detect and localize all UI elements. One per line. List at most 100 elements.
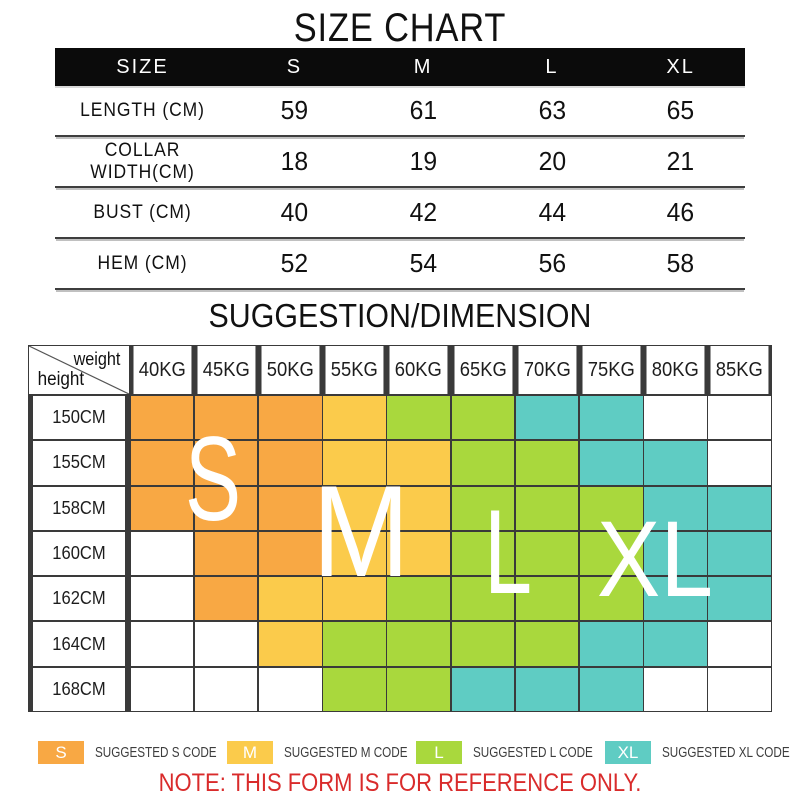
legend-color-box-l: L bbox=[416, 741, 462, 764]
size-table-value: 20 bbox=[538, 146, 566, 176]
grid-cell-l bbox=[451, 531, 515, 576]
size-table-value: 18 bbox=[280, 146, 309, 176]
grid-cell-empty bbox=[194, 622, 258, 666]
legend-label: SUGGESTED L CODE bbox=[473, 744, 593, 761]
grid-weight-header: 80KG bbox=[646, 346, 705, 394]
grid-cell-xl bbox=[708, 577, 771, 621]
grid-cell-m bbox=[323, 577, 386, 621]
grid-cell-xl bbox=[708, 531, 771, 576]
grid-cell-l bbox=[579, 577, 643, 621]
grid-cell-l bbox=[451, 441, 515, 485]
legend-item-m: M SUGGESTED M CODE bbox=[227, 741, 416, 764]
size-table-row-label: LENGTH (CM) bbox=[80, 99, 205, 121]
grid-cell-xl bbox=[644, 486, 707, 530]
size-table-value: 46 bbox=[666, 197, 695, 227]
grid-cell-xl bbox=[515, 396, 579, 440]
grid-weight-header: 65KG bbox=[454, 346, 512, 394]
grid-cell-l bbox=[451, 577, 515, 621]
grid-cell-empty bbox=[258, 667, 322, 711]
grid-cell-s bbox=[130, 396, 194, 440]
grid-cell-m bbox=[258, 577, 322, 621]
size-table-value: 59 bbox=[280, 95, 309, 125]
size-table-value: 61 bbox=[409, 95, 437, 125]
size-table-header-xl: XL bbox=[666, 55, 695, 78]
grid-weight-header: 60KG bbox=[389, 346, 448, 394]
size-table-header-size: SIZE bbox=[116, 55, 169, 78]
size-table-header-row: SIZE S M L XL bbox=[55, 48, 745, 86]
size-table-value: 40 bbox=[280, 197, 309, 227]
grid-height-label: 162CM bbox=[33, 577, 125, 621]
grid-cell-xl bbox=[644, 441, 707, 485]
grid-weight-header: 85KG bbox=[710, 346, 769, 394]
grid-cell-empty bbox=[708, 396, 771, 440]
grid-cell-empty bbox=[708, 667, 771, 711]
grid-cell-l bbox=[515, 486, 579, 530]
grid-cell-s bbox=[258, 396, 322, 440]
size-table-row: HEM (CM) 52 54 56 58 bbox=[55, 239, 745, 290]
reference-note: NOTE: THIS FORM IS FOR REFERENCE ONLY. bbox=[158, 769, 642, 797]
size-table-value: 19 bbox=[409, 146, 437, 176]
grid-cell-xl bbox=[451, 667, 515, 711]
grid-corner-cell: weight height bbox=[29, 346, 129, 394]
grid-height-label: 155CM bbox=[33, 441, 125, 485]
page-title: SIZE CHART bbox=[293, 6, 507, 50]
grid-cell-l bbox=[515, 531, 579, 576]
grid-cell-m bbox=[387, 531, 450, 576]
grid-cell-empty bbox=[194, 667, 258, 711]
size-table-value: 56 bbox=[538, 248, 566, 278]
legend-label: SUGGESTED M CODE bbox=[284, 744, 408, 761]
grid-cell-m bbox=[323, 531, 386, 576]
grid-cell-empty bbox=[644, 396, 707, 440]
grid-cell-l bbox=[387, 396, 450, 440]
grid-cell-l bbox=[323, 667, 386, 711]
size-table-value: 52 bbox=[280, 248, 309, 278]
grid-height-label: 160CM bbox=[33, 531, 125, 576]
grid-cell-l bbox=[515, 622, 579, 666]
grid-cell-xl bbox=[579, 622, 643, 666]
grid-cell-s bbox=[194, 531, 258, 576]
grid-cell-m bbox=[323, 441, 386, 485]
grid-cell-s bbox=[258, 531, 322, 576]
grid-cell-empty bbox=[644, 667, 707, 711]
grid-cell-l bbox=[387, 577, 450, 621]
grid-height-label: 158CM bbox=[33, 486, 125, 530]
grid-weight-header: 40KG bbox=[133, 346, 191, 394]
grid-cell-m bbox=[387, 486, 450, 530]
grid-cell-xl bbox=[515, 667, 579, 711]
size-table-row: LENGTH (CM) 59 61 63 65 bbox=[55, 86, 745, 137]
grid-cell-m bbox=[258, 622, 322, 666]
grid-cell-xl bbox=[644, 531, 707, 576]
grid-cell-m bbox=[323, 486, 386, 530]
grid-cell-l bbox=[579, 486, 643, 530]
grid-cell-empty bbox=[130, 622, 194, 666]
size-legend: S SUGGESTED S CODE M SUGGESTED M CODE L SUGGE… bbox=[38, 741, 794, 764]
grid-cell-s bbox=[130, 441, 194, 485]
size-table-row: BUST (CM) 40 42 44 46 bbox=[55, 188, 745, 239]
suggestion-grid: weight height 40KG 45KG 50KG 55KG 60KG 65KG 70KG… bbox=[28, 345, 772, 712]
grid-cell-l bbox=[515, 577, 579, 621]
size-table-value: 58 bbox=[666, 248, 695, 278]
grid-cell-m bbox=[387, 441, 450, 485]
grid-cell-l bbox=[387, 667, 450, 711]
size-table-value: 44 bbox=[538, 197, 566, 227]
suggestion-grid-table: weight height 40KG 45KG 50KG 55KG 60KG 65KG 70KG… bbox=[28, 345, 772, 712]
size-table: SIZE S M L XL LENGTH (CM) 59 61 63 65 COLLAR WIDTH… bbox=[55, 48, 745, 290]
grid-cell-empty bbox=[130, 531, 194, 576]
size-table-row-label: COLLAR WIDTH(CM) bbox=[90, 139, 195, 183]
grid-cell-s bbox=[194, 577, 258, 621]
size-table-header-s: S bbox=[286, 55, 303, 78]
grid-weight-header: 50KG bbox=[261, 346, 320, 394]
grid-cell-xl bbox=[579, 441, 643, 485]
grid-cell-l bbox=[451, 396, 515, 440]
grid-cell-empty bbox=[130, 667, 194, 711]
grid-weight-header: 70KG bbox=[518, 346, 576, 394]
size-table-row-label: BUST (CM) bbox=[93, 201, 192, 223]
legend-item-s: S SUGGESTED S CODE bbox=[38, 741, 227, 764]
grid-cell-l bbox=[451, 622, 515, 666]
size-table-header-m: M bbox=[413, 55, 433, 78]
grid-weight-header: 55KG bbox=[325, 346, 384, 394]
legend-item-xl: XL SUGGESTED XL CODE bbox=[605, 741, 794, 764]
grid-cell-xl bbox=[644, 622, 707, 666]
grid-cell-l bbox=[323, 622, 386, 666]
corner-height-label: height bbox=[37, 369, 85, 390]
